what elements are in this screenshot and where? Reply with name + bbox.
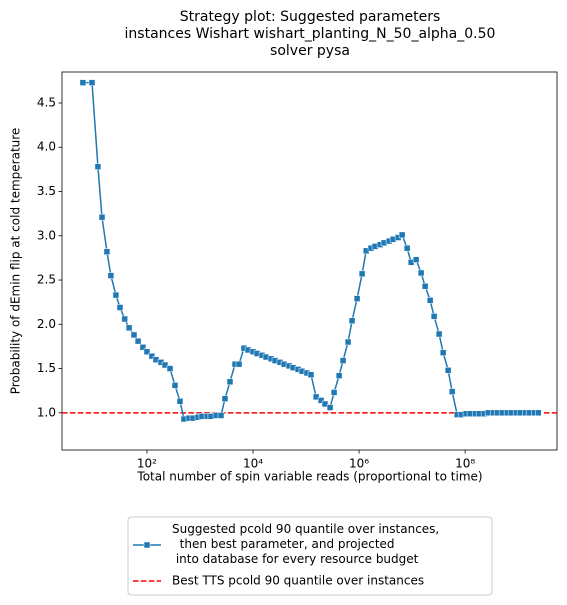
point-marker <box>426 297 434 304</box>
point-marker <box>116 304 124 311</box>
point-marker <box>307 371 315 379</box>
point-marker <box>134 337 142 345</box>
point-marker <box>339 357 347 364</box>
y-tick-label: 3.5 <box>37 184 56 198</box>
point-marker <box>421 282 429 290</box>
point-marker <box>448 388 456 395</box>
point-marker <box>335 372 343 379</box>
legend-box <box>127 516 493 596</box>
point-marker <box>112 291 120 299</box>
point-marker <box>348 317 356 325</box>
point-marker <box>312 393 320 401</box>
point-marker <box>217 412 225 419</box>
point-marker <box>88 79 96 86</box>
point-marker <box>130 331 138 339</box>
x-tick-label: 10⁶ <box>349 457 369 471</box>
y-tick-label: 2.0 <box>37 317 56 331</box>
point-marker <box>94 163 102 170</box>
point-marker <box>326 404 334 411</box>
point-marker <box>103 248 111 255</box>
series-line <box>82 81 539 420</box>
point-marker <box>444 367 452 374</box>
y-tick-label: 1.5 <box>37 361 56 375</box>
point-marker <box>358 270 366 278</box>
point-marker <box>166 365 174 372</box>
x-tick-label: 10⁸ <box>455 457 475 471</box>
y-axis-label: Probability of dEmin flip at cold temper… <box>9 128 23 395</box>
point-marker <box>330 389 338 396</box>
point-marker <box>143 348 151 355</box>
point-marker <box>148 352 156 360</box>
y-tick-label: 4.0 <box>37 140 56 154</box>
point-marker <box>98 213 106 221</box>
point-marker <box>161 361 169 369</box>
plot-area <box>61 71 558 451</box>
point-marker <box>417 269 425 277</box>
point-marker <box>221 395 229 402</box>
point-marker <box>171 382 179 389</box>
point-marker <box>430 313 438 320</box>
y-tick-label: 2.5 <box>37 273 56 287</box>
point-marker <box>439 349 447 356</box>
point-marker <box>226 378 234 386</box>
point-marker <box>403 244 411 252</box>
x-tick-label: 10⁴ <box>243 457 263 471</box>
point-marker <box>344 338 352 346</box>
legend-marker <box>143 541 151 549</box>
legend: Suggested pcold 90 quantile over instanc… <box>127 516 493 596</box>
point-marker <box>235 360 243 368</box>
legend-label: Best TTS pcold 90 quantile over instance… <box>172 574 424 588</box>
point-marker <box>107 272 115 279</box>
y-tick-label: 4.5 <box>37 95 56 109</box>
point-marker <box>139 344 147 351</box>
legend-label: Suggested pcold 90 quantile over instanc… <box>172 522 439 566</box>
x-axis-label: Total number of spin variable reads (pro… <box>136 470 482 484</box>
point-marker <box>398 231 406 239</box>
point-marker <box>412 256 420 263</box>
point-marker <box>79 79 87 86</box>
point-marker <box>125 324 133 332</box>
y-tick-label: 1.0 <box>37 405 56 419</box>
point-marker <box>321 400 329 408</box>
point-marker <box>121 315 128 323</box>
chart-title: Strategy plot: Suggested parameters insta… <box>125 9 496 59</box>
y-tick-label: 3.0 <box>37 228 56 242</box>
point-marker <box>435 330 443 338</box>
point-marker <box>353 295 361 302</box>
point-marker <box>534 409 542 417</box>
point-marker <box>176 398 184 405</box>
point-marker <box>317 397 325 404</box>
x-tick-label: 10² <box>137 457 157 471</box>
